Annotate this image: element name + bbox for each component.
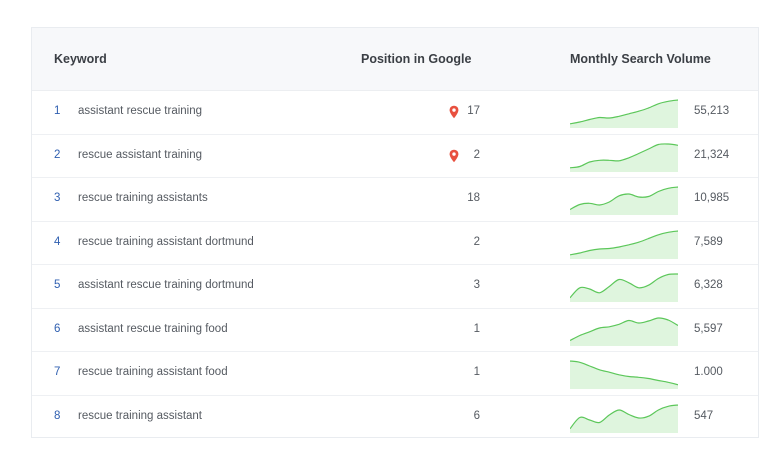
table-row[interactable]: 7 rescue training assistant food 1 1.000 (32, 352, 758, 396)
row-index: 8 (54, 409, 61, 422)
google-position: 1 (473, 322, 480, 335)
sparkline-line (570, 99, 678, 125)
table-row[interactable]: 5 assistant rescue training dortmund 3 6,32… (32, 265, 758, 309)
row-index: 3 (54, 192, 61, 204)
monthly-search-volume: 7,589 (694, 235, 723, 248)
keyword-text[interactable]: rescue training assistant dortmund (78, 235, 254, 248)
sparkline-line (570, 229, 678, 255)
table-row[interactable]: 1 assistant rescue training 17 55,213 (32, 91, 758, 135)
table-header: Keyword Position in Google Monthly Searc… (32, 28, 758, 91)
search-volume-sparkline (570, 273, 678, 302)
google-position: 2 (473, 235, 480, 248)
sparkline-line (570, 142, 678, 168)
table-row[interactable]: 4 rescue training assistant dortmund 2 7,58… (32, 222, 758, 265)
google-position: 18 (467, 192, 480, 204)
monthly-search-volume: 1.000 (694, 366, 723, 378)
sparkline-area (570, 143, 678, 172)
google-position: 1 (473, 366, 480, 378)
search-volume-sparkline (570, 186, 678, 215)
monthly-search-volume: 21,324 (694, 148, 730, 161)
search-volume-sparkline (570, 142, 678, 172)
row-index: 6 (54, 322, 61, 335)
google-position: 6 (473, 409, 480, 422)
row-index: 4 (54, 235, 61, 248)
keyword-text[interactable]: rescue training assistant (78, 409, 203, 422)
sparkline-area (570, 187, 678, 215)
keyword-table: Keyword Position in Google Monthly Searc… (31, 27, 759, 438)
monthly-search-volume: 10,985 (694, 192, 730, 204)
column-header-keyword[interactable]: Keyword (54, 52, 107, 66)
sparkline-area (570, 317, 678, 346)
sparkline-area (570, 361, 678, 389)
column-header-position[interactable]: Position in Google (361, 52, 472, 66)
sparkline-line (570, 316, 678, 341)
monthly-search-volume: 547 (694, 409, 714, 422)
search-volume-sparkline (570, 403, 678, 433)
sparkline-line (570, 186, 678, 211)
keyword-text[interactable]: assistant rescue training (78, 105, 203, 117)
sparkline-area (570, 404, 678, 433)
monthly-search-volume: 5,597 (694, 322, 723, 335)
table-row[interactable]: 6 assistant rescue training food 1 5,597 (32, 309, 758, 352)
search-volume-sparkline (570, 360, 678, 389)
sparkline-area (570, 230, 678, 259)
keyword-text[interactable]: assistant rescue training dortmund (78, 279, 254, 291)
map-pin-icon (449, 149, 459, 162)
search-volume-sparkline (570, 316, 678, 346)
table-row[interactable]: 3 rescue training assistants 18 10,985 (32, 178, 758, 222)
map-pin-icon (449, 105, 459, 119)
keyword-text[interactable]: assistant rescue training food (78, 322, 228, 335)
sparkline-area (570, 100, 678, 128)
google-position: 2 (473, 148, 480, 161)
monthly-search-volume: 55,213 (694, 105, 730, 117)
search-volume-sparkline (570, 229, 678, 259)
google-position: 3 (473, 279, 480, 291)
monthly-search-volume: 6,328 (694, 279, 723, 291)
sparkline-line (570, 403, 678, 429)
sparkline-line (570, 360, 678, 386)
row-index: 7 (54, 366, 61, 378)
row-index: 5 (54, 279, 61, 291)
search-volume-sparkline (570, 99, 678, 128)
column-header-volume[interactable]: Monthly Search Volume (570, 52, 711, 66)
row-index: 1 (54, 105, 61, 117)
row-index: 2 (54, 148, 61, 161)
sparkline-line (570, 273, 678, 299)
keyword-text[interactable]: rescue assistant training (78, 148, 203, 161)
keyword-text[interactable]: rescue training assistant food (78, 366, 228, 378)
table-row[interactable]: 8 rescue training assistant 6 547 (32, 396, 758, 440)
keyword-text[interactable]: rescue training assistants (78, 192, 208, 204)
google-position: 17 (467, 105, 480, 117)
sparkline-area (570, 274, 678, 302)
table-body: 1 assistant rescue training 17 55,213 2 rescu… (32, 91, 758, 439)
table-row[interactable]: 2 rescue assistant training 2 21,324 (32, 135, 758, 178)
